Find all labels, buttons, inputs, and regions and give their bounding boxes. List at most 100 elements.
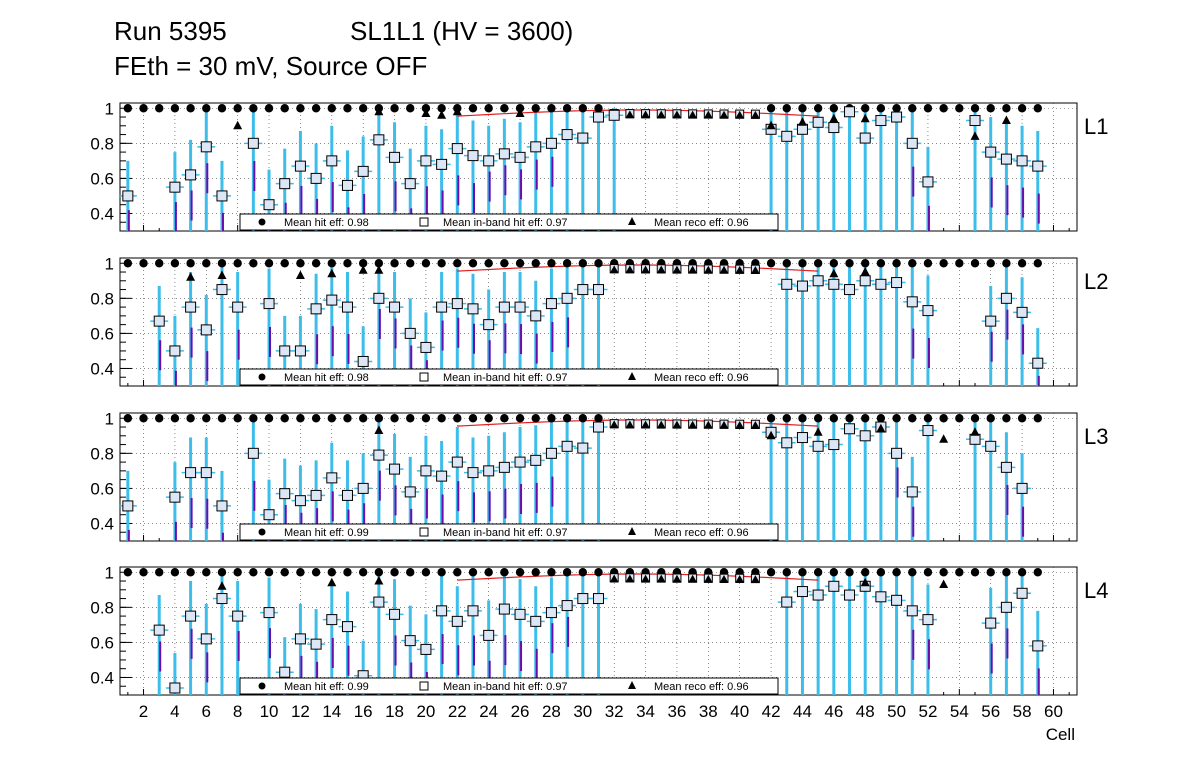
reco-eff-point <box>609 265 619 274</box>
reco-eff-point <box>939 434 949 443</box>
hit-eff-point <box>845 259 854 268</box>
inband-eff-point <box>483 155 495 167</box>
hit-eff-point <box>249 259 258 268</box>
reco-eff-point <box>719 420 729 429</box>
inband-eff-point <box>326 294 338 306</box>
hit-eff-point <box>327 104 336 113</box>
inband-eff-point <box>373 596 385 608</box>
hit-eff-point <box>437 568 446 577</box>
hit-eff-point <box>813 568 823 577</box>
hit-eff-point <box>233 568 242 577</box>
inband-eff-point <box>279 666 291 678</box>
hit-eff-point <box>562 104 572 113</box>
y-tick-label: 0.8 <box>90 598 114 617</box>
inband-eff-point <box>545 447 557 459</box>
hit-eff-point <box>139 104 148 113</box>
reco-eff-point <box>939 579 949 589</box>
inband-eff-point <box>373 292 385 304</box>
legend-hit-marker <box>258 682 266 690</box>
panel-l2: 0.4 0.6 0.8 1 L2 Mean hit eff: 0.98 Mean in-ba… <box>90 254 1108 387</box>
inband-eff-point <box>577 284 589 296</box>
reco-eff-point <box>876 423 886 433</box>
reco-eff-point <box>829 113 839 123</box>
hit-eff-point <box>390 259 399 268</box>
hit-eff-point <box>923 414 933 423</box>
inband-eff-point <box>891 111 903 123</box>
x-tick-label: 40 <box>730 702 749 721</box>
inband-eff-point <box>530 454 542 466</box>
hit-eff-point <box>861 104 870 113</box>
reco-eff-point <box>688 110 698 119</box>
hit-eff-point <box>955 259 964 268</box>
x-tick-label: 56 <box>981 702 1000 721</box>
panel-l1: 0.4 0.6 0.8 1 L1 Mean hit eff: 0.98 Mean in-ba… <box>90 99 1108 232</box>
reco-eff-point <box>452 106 462 116</box>
reco-eff-point <box>719 265 729 274</box>
inband-eff-point <box>153 624 165 636</box>
hit-eff-point <box>186 259 195 268</box>
reco-eff-point <box>656 110 666 119</box>
reco-eff-point <box>656 420 666 429</box>
reco-eff-point <box>719 574 729 583</box>
inband-eff-point <box>389 301 401 313</box>
hit-eff-point <box>562 259 572 268</box>
inband-eff-point <box>389 608 401 620</box>
hit-eff-point <box>892 568 901 577</box>
x-tick-label: 42 <box>762 702 781 721</box>
x-tick-label: 54 <box>950 702 969 721</box>
inband-eff-point <box>608 109 620 121</box>
hit-eff-point <box>813 104 823 113</box>
inband-eff-point <box>279 178 291 190</box>
hit-eff-point <box>876 568 886 577</box>
reco-eff-point <box>233 120 243 130</box>
hit-eff-point <box>547 259 556 268</box>
inband-eff-point <box>891 594 903 606</box>
x-tick-label: 52 <box>918 702 937 721</box>
inband-eff-point <box>593 284 604 296</box>
inband-eff-point <box>577 442 589 454</box>
hit-eff-point <box>123 259 133 268</box>
hit-eff-point <box>358 568 368 577</box>
hit-eff-point <box>515 568 525 577</box>
hit-eff-point <box>406 104 415 113</box>
hit-eff-point <box>986 568 995 577</box>
hit-eff-point <box>202 414 211 423</box>
reco-eff-point <box>609 420 619 429</box>
legend-box <box>239 523 779 541</box>
hit-eff-point <box>798 259 807 268</box>
inband-eff-point <box>169 345 181 357</box>
hit-eff-point <box>861 568 870 577</box>
hit-eff-point <box>186 568 195 577</box>
inband-eff-point <box>545 298 557 310</box>
panel-label: L4 <box>1084 578 1108 603</box>
hit-eff-point <box>500 414 509 423</box>
hit-eff-point <box>484 414 493 423</box>
reco-eff-point <box>703 574 713 583</box>
hit-eff-point <box>861 259 870 268</box>
hit-eff-point <box>1002 414 1011 423</box>
hit-eff-point <box>876 414 886 423</box>
hit-eff-point <box>515 414 525 423</box>
reco-eff-point <box>327 577 337 587</box>
inband-eff-point <box>279 345 291 357</box>
y-tick-label: 1 <box>105 563 114 582</box>
inband-eff-point <box>796 432 808 444</box>
x-tick-label: 36 <box>667 702 686 721</box>
hit-eff-point <box>280 568 289 577</box>
hit-eff-point <box>468 259 478 268</box>
inband-eff-point <box>844 589 856 601</box>
inband-eff-point <box>341 301 353 313</box>
legend-reco-text: Mean reco eff: 0.96 <box>654 372 749 384</box>
inband-eff-point <box>122 500 134 512</box>
inband-eff-point <box>326 155 338 167</box>
inband-eff-point <box>436 301 448 313</box>
inband-eff-point <box>232 610 244 622</box>
inband-eff-point <box>781 278 793 290</box>
hit-eff-point <box>1002 104 1011 113</box>
x-tick-label: 38 <box>699 702 718 721</box>
hit-eff-point <box>421 568 431 577</box>
hit-eff-point <box>249 104 258 113</box>
legend-reco-marker <box>628 527 636 535</box>
hit-eff-point <box>531 414 540 423</box>
hit-eff-point <box>845 568 854 577</box>
